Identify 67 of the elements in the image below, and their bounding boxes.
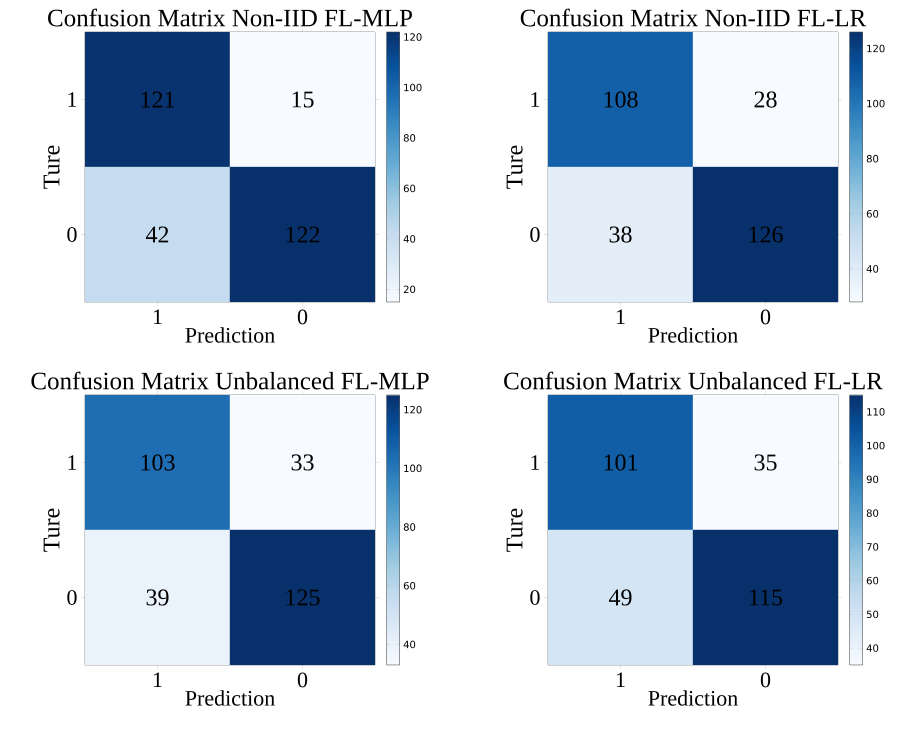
x-axis-title: Prediction	[648, 690, 738, 706]
color-bar-label: 40	[404, 235, 416, 243]
y-tick-label: 1	[531, 92, 540, 107]
data-label: 115	[750, 589, 782, 606]
chart-title: Confusion Matrix Non-IID FL-LR	[520, 8, 866, 26]
data-label: 121	[142, 92, 174, 108]
color-bar-label: 60	[404, 582, 416, 590]
data-label: 108	[604, 91, 638, 108]
data-label: 33	[292, 454, 314, 471]
color-bar-label: 100	[867, 442, 885, 450]
color-bar-label: 120	[404, 406, 422, 414]
y-axis-title: Ture	[44, 146, 60, 189]
x-tick-label: 1	[616, 672, 625, 688]
color-bar-label: 80	[866, 509, 878, 517]
data-label: 101	[604, 454, 638, 471]
x-tick-label: 0	[298, 672, 308, 688]
x-tick-label: 1	[616, 310, 625, 324]
color-bar-label: 40	[866, 644, 878, 652]
x-tick-label: 0	[298, 310, 308, 324]
y-tick-label: 0	[67, 227, 77, 242]
data-label: 38	[610, 226, 632, 243]
data-label: 28	[754, 91, 777, 108]
y-tick-label: 0	[530, 590, 540, 605]
data-label: 126	[750, 226, 783, 243]
chart-title: Confusion Matrix Unbalanced FL-LR	[504, 372, 883, 390]
y-tick-label: 1	[531, 455, 540, 470]
data-label: 103	[142, 454, 175, 471]
data-label: 42	[146, 226, 168, 242]
color-bar-label: 80	[404, 134, 416, 142]
color-bar-label: 120	[404, 33, 422, 41]
color-bar-label: 60	[404, 184, 416, 192]
chart-title: Confusion Matrix Unbalanced FL-MLP	[31, 372, 429, 390]
color-bar-label: 120	[867, 44, 885, 52]
x-axis-title: Prediction	[185, 327, 275, 343]
color-bar-label: 60	[866, 576, 878, 584]
color-bar-label: 20	[404, 286, 416, 294]
color-bar-label: 80	[866, 154, 878, 162]
x-tick-label: 1	[154, 672, 162, 688]
color-bar-label: 110	[867, 408, 885, 416]
y-tick-label: 1	[68, 455, 76, 470]
y-tick-label: 1	[68, 92, 76, 107]
color-bar-label: 70	[866, 543, 878, 551]
color-bar-label: 40	[866, 265, 878, 273]
x-tick-label: 1	[154, 310, 162, 324]
color-bar-label: 40	[404, 640, 416, 648]
y-axis-title: Ture	[44, 508, 60, 552]
color-bar-label: 100	[867, 100, 885, 108]
x-axis-title: Prediction	[648, 327, 738, 343]
color-bar-label: 90	[866, 476, 878, 484]
y-tick-label: 0	[67, 590, 77, 605]
x-tick-label: 0	[760, 310, 770, 324]
color-bar-label: 100	[404, 84, 422, 92]
chart-title: Confusion Matrix Non-IID FL-MLP	[48, 8, 412, 26]
color-bar-label: 50	[866, 610, 878, 618]
data-label: 122	[286, 226, 320, 242]
y-axis-title: Ture	[506, 508, 523, 552]
color-bar-label: 100	[404, 464, 422, 472]
x-axis-title: Prediction	[185, 690, 275, 706]
data-label: 35	[754, 454, 777, 471]
data-label: 15	[292, 91, 314, 108]
x-tick-label: 0	[760, 672, 770, 688]
data-label: 39	[146, 589, 169, 606]
data-label: 125	[286, 589, 320, 606]
y-axis-title: Ture	[506, 146, 523, 189]
color-bar-label: 80	[404, 523, 416, 531]
y-tick-label: 0	[530, 227, 540, 242]
color-bar-label: 60	[866, 210, 878, 218]
